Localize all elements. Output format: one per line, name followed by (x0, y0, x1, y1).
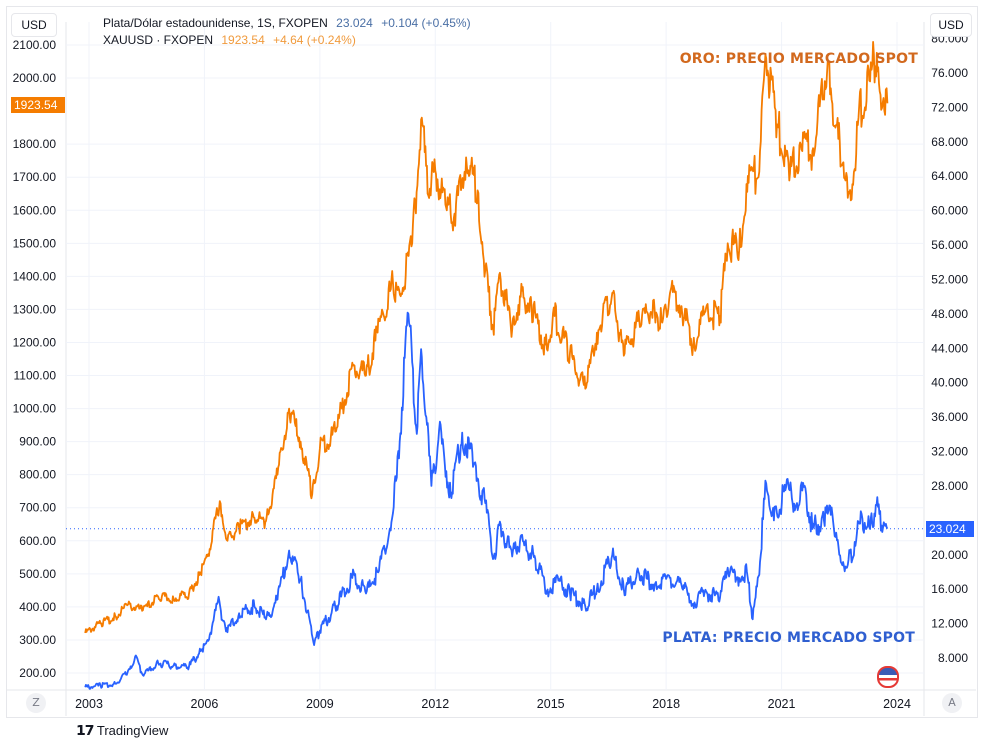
x-tick-label: 2015 (537, 697, 565, 711)
gold-price-line (84, 41, 889, 634)
legend-gold-change: +4.64 (+0.24%) (273, 33, 356, 47)
right-tick-label: 28.000 (931, 479, 968, 493)
tradingview-logo[interactable]: 𝟭𝟳 TradingView (76, 722, 168, 739)
right-tick-label: 60.000 (931, 204, 968, 218)
legend-silver-price: 23.024 (336, 16, 373, 30)
chart-frame (6, 6, 978, 718)
right-tick-label: 8.000 (938, 651, 968, 665)
legend-gold-price: 1923.54 (221, 33, 265, 47)
left-currency-button[interactable]: USD (11, 13, 57, 37)
right-tick-label: 76.000 (931, 66, 968, 80)
left-tick-label: 2000.00 (13, 71, 57, 85)
tradingview-icon: 𝟭𝟳 (76, 722, 95, 738)
right-tick-label: 52.000 (931, 272, 968, 286)
left-tick-label: 200.00 (19, 666, 56, 680)
left-tick-label: 600.00 (19, 534, 56, 548)
left-tick-label: 900.00 (19, 435, 56, 449)
us-flag-icon[interactable] (877, 666, 899, 688)
left-tick-label: 1400.00 (13, 269, 57, 283)
legend-gold[interactable]: XAUUSD · FXOPEN 1923.54 +4.64 (+0.24%) (103, 33, 361, 47)
legend-gold-symbol: XAUUSD · FXOPEN (103, 33, 214, 47)
left-tick-label: 1700.00 (13, 170, 57, 184)
left-tick-label: 800.00 (19, 468, 56, 482)
left-tick-label: 1600.00 (13, 203, 57, 217)
silver-price-tag: 23.024 (926, 521, 974, 537)
gold-price-tag: 1923.54 (11, 97, 65, 113)
right-tick-label: 72.000 (931, 100, 968, 114)
auto-scale-button[interactable]: A (942, 693, 962, 713)
x-tick-label: 2006 (191, 697, 219, 711)
left-tick-label: 1000.00 (13, 402, 57, 416)
left-tick-label: 300.00 (19, 633, 56, 647)
left-tick-label: 1300.00 (13, 302, 57, 316)
left-tick-label: 500.00 (19, 567, 56, 581)
legend-silver-change: +0.104 (+0.45%) (381, 16, 471, 30)
left-tick-label: 1100.00 (14, 369, 57, 383)
left-tick-label: 2100.00 (13, 38, 57, 52)
right-tick-label: 36.000 (931, 410, 968, 424)
x-tick-label: 2012 (421, 697, 449, 711)
left-tick-label: 1500.00 (13, 236, 57, 250)
left-tick-label: 1800.00 (13, 137, 57, 151)
x-tick-label: 2003 (75, 697, 103, 711)
right-tick-label: 32.000 (931, 445, 968, 459)
left-tick-label: 1200.00 (13, 335, 57, 349)
left-tick-label: 700.00 (19, 501, 56, 515)
right-tick-label: 20.000 (931, 548, 968, 562)
legend-silver[interactable]: Plata/Dólar estadounidense, 1S, FXOPEN 2… (103, 16, 476, 30)
right-tick-label: 16.000 (931, 582, 968, 596)
right-tick-label: 64.000 (931, 169, 968, 183)
tradingview-label: TradingView (96, 723, 169, 738)
right-tick-label: 68.000 (931, 135, 968, 149)
right-tick-label: 44.000 (931, 341, 968, 355)
right-tick-label: 40.000 (931, 376, 968, 390)
right-tick-label: 12.000 (931, 617, 968, 631)
silver-price-line (84, 311, 889, 690)
x-tick-label: 2024 (883, 697, 911, 711)
x-tick-label: 2018 (652, 697, 680, 711)
legend-silver-symbol: Plata/Dólar estadounidense, 1S, FXOPEN (103, 16, 328, 30)
right-tick-label: 48.000 (931, 307, 968, 321)
right-currency-button[interactable]: USD (930, 13, 972, 37)
gold-annotation: ORO: PRECIO MERCADO SPOT (679, 51, 918, 67)
right-tick-label: 56.000 (931, 238, 968, 252)
zoom-reset-button[interactable]: Z (26, 693, 46, 713)
x-tick-label: 2021 (768, 697, 796, 711)
silver-annotation: PLATA: PRECIO MERCADO SPOT (662, 630, 915, 646)
x-tick-label: 2009 (306, 697, 334, 711)
left-tick-label: 400.00 (19, 600, 56, 614)
